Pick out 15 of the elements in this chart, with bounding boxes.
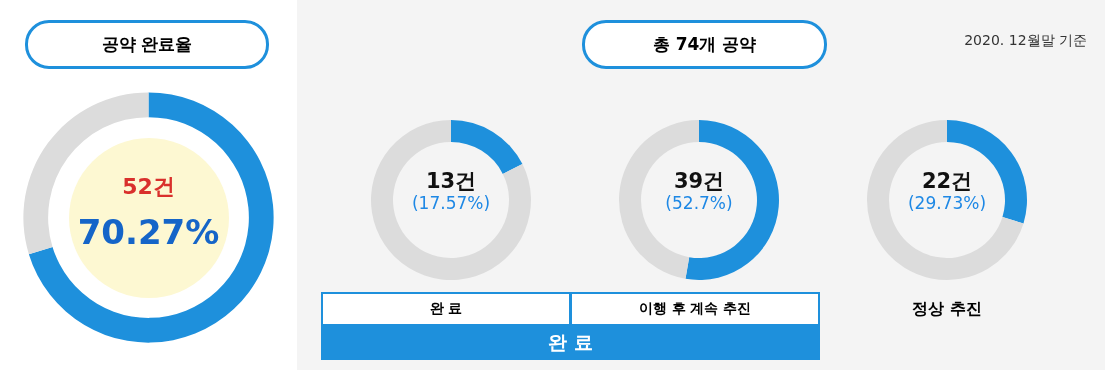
text: 정상 추진 — [911, 298, 983, 320]
text: 13건 — [425, 168, 477, 193]
text: (29.73%) — [907, 192, 987, 213]
text: 총 74개 공약 — [582, 20, 827, 69]
text: 2020. 12월말 기준 — [963, 32, 1087, 50]
text: 완 료 — [321, 324, 820, 360]
text: (52.7%) — [665, 192, 733, 213]
text: 완 료 — [321, 292, 571, 326]
chart-title: 공약 완료율 — [25, 20, 269, 69]
data-label: 70.27% — [77, 211, 220, 252]
text: 22건 — [921, 168, 973, 193]
text: 39건 — [673, 168, 725, 193]
text: 이행 후 계속 추진 — [570, 292, 820, 326]
text: (17.57%) — [411, 192, 491, 213]
text: 52건 — [122, 174, 175, 199]
